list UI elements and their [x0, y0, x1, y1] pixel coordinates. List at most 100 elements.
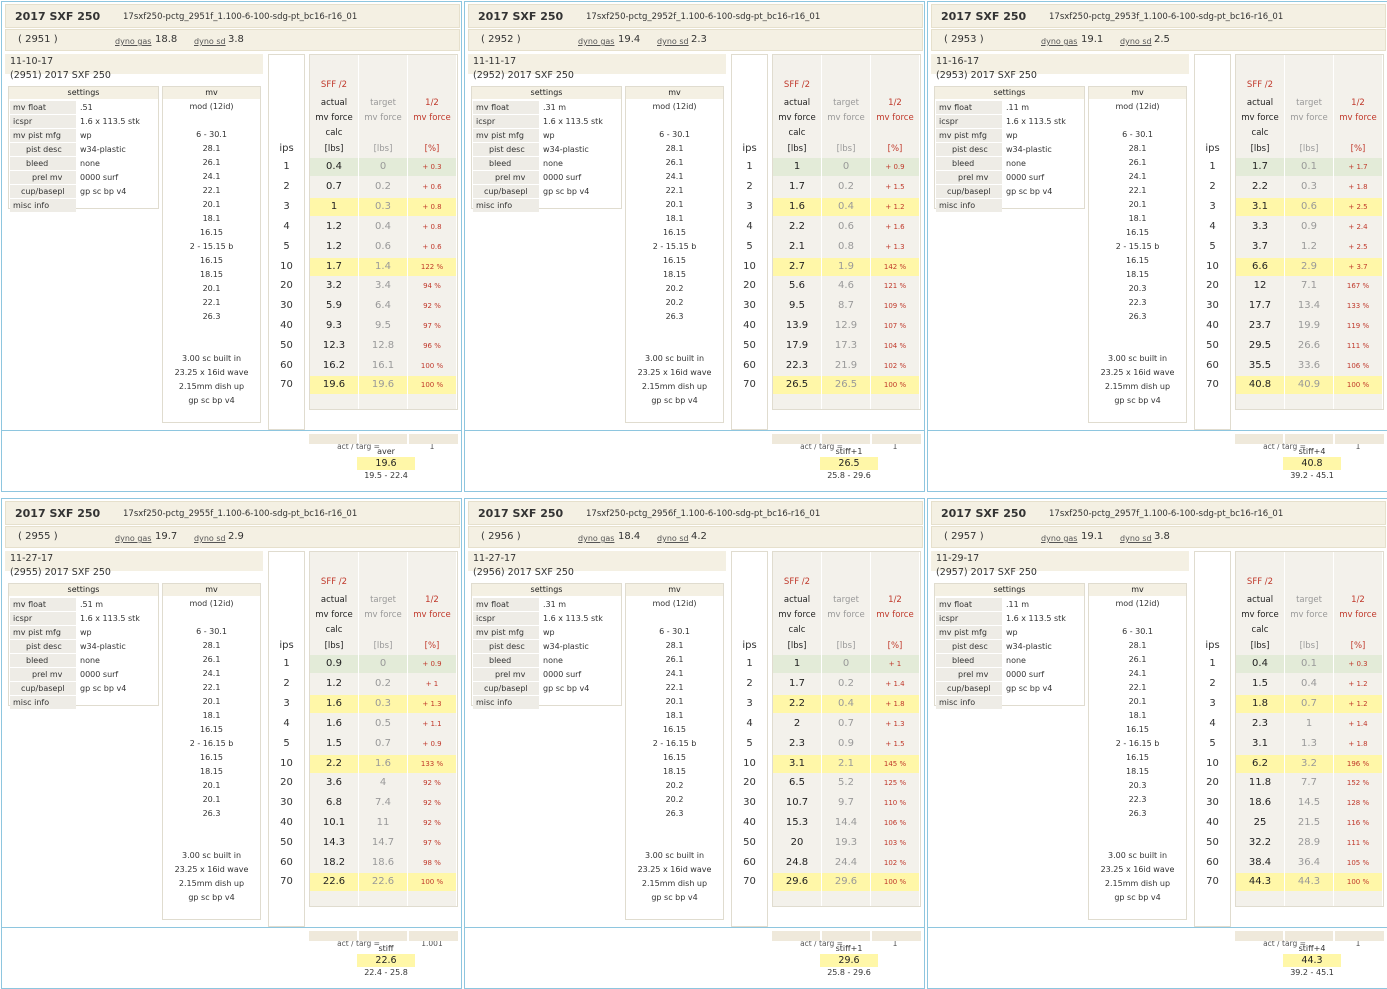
- force-row: 5.6 4.6 121 %: [773, 277, 920, 295]
- settings-row: mv float .51: [10, 101, 157, 114]
- settings-header: settings: [9, 87, 158, 99]
- actual-subheader: mv force: [1241, 113, 1279, 123]
- half-force: + 2.5: [1348, 243, 1368, 251]
- dyno-gas-link[interactable]: dyno gas: [578, 534, 615, 543]
- summary-bar: [822, 931, 870, 941]
- settings-row: mv pist mfg wp: [10, 626, 157, 639]
- dyno-panel: 2017 SXF 250 17sxf250-pctg_2951f_1.100-6-…: [1, 1, 462, 492]
- divider: [2, 430, 461, 431]
- force-row: 2.2 0.3 + 1.8: [1236, 178, 1383, 196]
- setting-key: prel mv: [10, 668, 76, 681]
- dyno-panel: 2017 SXF 250 17sxf250-pctg_2953f_1.100-6-…: [927, 1, 1387, 492]
- panel-header: 2017 SXF 250 17sxf250-pctg_2951f_1.100-6-…: [5, 4, 460, 28]
- mv-stack-item: 20.1: [202, 200, 221, 209]
- mv-stack-item: 18.15: [200, 270, 223, 279]
- dyno-gas-value: 18.4: [618, 531, 641, 542]
- dyno-gas-link[interactable]: dyno gas: [578, 37, 615, 46]
- half-force: 106 %: [1346, 362, 1370, 370]
- dyno-gas-link[interactable]: dyno gas: [115, 37, 152, 46]
- force-row: 29.5 26.6 111 %: [1236, 337, 1383, 355]
- mv-stack-item: 20.1: [665, 200, 684, 209]
- act-targ-label: act / targ =: [1263, 939, 1306, 948]
- setting-value: gp sc bp v4: [80, 187, 127, 196]
- force-row: 15.3 14.4 106 %: [773, 814, 920, 832]
- force-row: 0.7 0.2 + 0.6: [310, 178, 457, 196]
- ips-value: 2: [1209, 181, 1216, 192]
- actual-force: 2.2: [310, 755, 358, 773]
- stiffness-summary: stiff 22.6 22.4 - 25.8: [357, 943, 415, 979]
- settings-header: settings: [9, 584, 158, 596]
- dyno-sd-link[interactable]: dyno sd: [1120, 37, 1152, 46]
- actual-force: 24.8: [785, 857, 809, 868]
- force-row: 12.3 12.8 96 %: [310, 337, 457, 355]
- ips-value: 20: [280, 280, 293, 291]
- dyno-sd-link[interactable]: dyno sd: [194, 37, 226, 46]
- mv-note: gp sc bp v4: [1114, 893, 1161, 902]
- target-force: 0: [822, 158, 870, 176]
- ips-value: 5: [283, 241, 290, 252]
- half-force: + 0.8: [408, 198, 456, 216]
- dyno-sd-link[interactable]: dyno sd: [194, 534, 226, 543]
- dyno-sd-value: 3.8: [1154, 531, 1170, 542]
- target-force: 3.4: [375, 280, 391, 291]
- mv-stack-item: mod (12id): [652, 599, 697, 608]
- force-row: 1.2 0.2 + 1: [310, 675, 457, 693]
- force-row: 10.7 9.7 110 %: [773, 794, 920, 812]
- settings-row: pist desc w34-plastic: [10, 143, 157, 156]
- stiffness-value: 44.3: [1283, 954, 1341, 967]
- force-row: 12 7.1 167 %: [1236, 277, 1383, 295]
- target-force: 0.2: [375, 181, 391, 192]
- target-column-bg: [1285, 552, 1333, 906]
- force-row: 2.3 1 + 1.4: [1236, 715, 1383, 733]
- setting-value: gp sc bp v4: [543, 684, 590, 693]
- mv-stack-item: 20.1: [202, 284, 221, 293]
- target-force: 4.6: [838, 280, 854, 291]
- dyno-sd-link[interactable]: dyno sd: [657, 534, 689, 543]
- half-force: 110 %: [883, 799, 907, 807]
- half-column-bg: [408, 552, 456, 906]
- dyno-gas-link[interactable]: dyno gas: [1041, 37, 1078, 46]
- panel-header: 2017 SXF 250 17sxf250-pctg_2956f_1.100-6-…: [468, 501, 923, 525]
- dyno-sd-link[interactable]: dyno sd: [1120, 534, 1152, 543]
- dyno-panel: 2017 SXF 250 17sxf250-pctg_2957f_1.100-6-…: [927, 498, 1387, 989]
- act-targ-value: 1.001: [421, 939, 443, 948]
- setting-key: icspr: [10, 612, 76, 625]
- act-targ-label: act / targ =: [800, 442, 843, 451]
- half-force: + 1.4: [1348, 720, 1368, 728]
- actual-force: 17.9: [785, 340, 809, 351]
- actual-column-bg: [310, 55, 358, 409]
- dyno-gas-value: 19.1: [1081, 34, 1104, 45]
- mv-stack-item: 20.1: [665, 697, 684, 706]
- actual-column-bg: [1236, 552, 1284, 906]
- ips-value: 5: [746, 241, 753, 252]
- test-info-box: [931, 551, 1189, 571]
- half-force: 128 %: [1346, 799, 1370, 807]
- mv-stack-item: 26.1: [665, 655, 684, 664]
- setting-value: wp: [80, 628, 92, 637]
- setting-value: 0000 surf: [543, 670, 582, 679]
- dyno-gas-link[interactable]: dyno gas: [115, 534, 152, 543]
- ips-value: 1: [1209, 161, 1216, 172]
- force-row: 1.2 0.6 + 0.6: [310, 238, 457, 256]
- mv-note: 23.25 x 16id wave: [637, 865, 712, 874]
- divider: [465, 430, 924, 431]
- dyno-sd-link[interactable]: dyno sd: [657, 37, 689, 46]
- setting-value: 1.6 x 113.5 stk: [543, 117, 603, 126]
- actual-force: 19.6: [310, 376, 358, 394]
- target-force: 0: [822, 655, 870, 673]
- actual-force: 18.6: [1248, 797, 1272, 808]
- ips-value: 10: [1206, 758, 1219, 769]
- actual-force: 2.2: [789, 221, 805, 232]
- actual-force: 12: [1253, 280, 1267, 291]
- actual-force: 32.2: [1248, 837, 1272, 848]
- mv-stack-item: 22.1: [202, 683, 221, 692]
- actual-force: 6.5: [789, 777, 805, 788]
- mv-stack-item: 20.1: [202, 697, 221, 706]
- mv-stack-item: 22.1: [665, 186, 684, 195]
- force-row: 3.7 1.2 + 2.5: [1236, 238, 1383, 256]
- dyno-gas-link[interactable]: dyno gas: [1041, 534, 1078, 543]
- half-force: 109 %: [883, 302, 907, 310]
- summary-bar: [309, 931, 357, 941]
- mv-stack-item: 20.2: [665, 781, 684, 790]
- act-targ-row: act / targ = 1: [1236, 441, 1383, 453]
